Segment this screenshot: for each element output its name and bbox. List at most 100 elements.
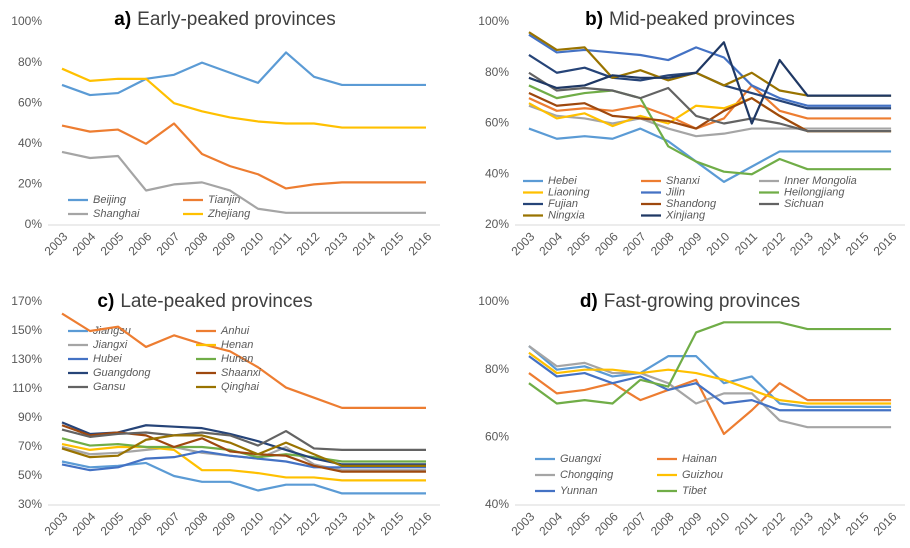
x-tick-label: 2007: [620, 229, 649, 258]
x-tick-label: 2009: [210, 509, 239, 538]
legend-label: Anhui: [220, 325, 250, 337]
panel: b) Mid-peaked provinces 20% 40% 60% 80% 100% 20…: [478, 9, 905, 258]
x-tick-label: 2010: [238, 509, 267, 538]
legend-label: Zhejiang: [207, 208, 251, 220]
legend-label: Yunnan: [560, 485, 598, 497]
y-tick-label: 80%: [485, 65, 509, 79]
series-line: [61, 421, 426, 466]
series-line: [528, 355, 892, 412]
x-tick-label: 2014: [815, 229, 844, 258]
x-tick-label: 2004: [70, 509, 99, 538]
x-tick-label: 2006: [592, 229, 621, 258]
legend-label: Guangxi: [560, 453, 602, 465]
x-tick-label: 2008: [648, 229, 677, 258]
y-tick-label: 60%: [485, 430, 509, 444]
y-tick-label: 20%: [485, 217, 509, 231]
legend-label: Hunan: [221, 353, 253, 365]
panel: d) Fast-growing provinces 40% 60% 80% 100% 200…: [478, 291, 905, 538]
x-tick-label: 2006: [126, 229, 155, 258]
x-tick-label: 2014: [350, 229, 379, 258]
series-line: [61, 312, 426, 409]
x-tick-label: 2012: [759, 229, 788, 258]
series-line: [528, 104, 892, 138]
series-line: [528, 321, 892, 405]
panel-title: b) Mid-peaked provinces: [585, 9, 795, 30]
series-line: [61, 450, 426, 472]
x-tick-label: 2005: [98, 509, 127, 538]
x-tick-label: 2010: [704, 229, 733, 258]
x-tick-label: 2003: [509, 509, 538, 538]
series-line: [61, 443, 426, 482]
panel-title: a) Early-peaked provinces: [114, 9, 335, 30]
x-tick-label: 2015: [378, 509, 407, 538]
y-tick-label: 100%: [478, 14, 509, 28]
x-tick-label: 2013: [322, 509, 351, 538]
panel-label: a): [114, 9, 131, 30]
legend-label: Guizhou: [682, 469, 723, 481]
x-tick-label: 2004: [70, 229, 99, 258]
x-tick-label: 2003: [42, 229, 71, 258]
y-tick-label: 60%: [18, 95, 42, 109]
x-tick-label: 2016: [406, 229, 435, 258]
y-tick-label: 150%: [11, 323, 42, 337]
y-tick-label: 40%: [485, 497, 509, 511]
series-line: [528, 127, 892, 183]
x-tick-label: 2011: [266, 509, 294, 537]
legend-label: Jiangxi: [92, 339, 128, 351]
x-tick-label: 2009: [676, 509, 705, 538]
legend-label: Beijing: [93, 194, 127, 206]
panel-title: c) Late-peaked provinces: [97, 291, 312, 312]
y-tick-label: 50%: [18, 468, 42, 482]
legend-label: Shanxi: [666, 175, 700, 187]
y-tick-label: 130%: [11, 352, 42, 366]
series-line: [61, 428, 426, 451]
y-tick-label: 70%: [18, 439, 42, 453]
x-tick-label: 2005: [564, 229, 593, 258]
legend-label: Henan: [221, 339, 253, 351]
x-tick-label: 2003: [42, 509, 71, 538]
series-line: [61, 434, 426, 467]
x-tick-label: 2008: [182, 509, 211, 538]
x-tick-label: 2007: [620, 509, 649, 538]
panel-label: b): [585, 9, 603, 30]
title-text: Late-peaked provinces: [120, 291, 312, 312]
series-line: [61, 51, 426, 97]
x-tick-label: 2009: [210, 229, 239, 258]
series-line: [61, 150, 426, 214]
panel: a) Early-peaked provinces 0% 20% 40% 60% 80% 10…: [11, 9, 440, 258]
y-tick-label: 170%: [11, 294, 42, 308]
x-tick-label: 2007: [154, 229, 183, 258]
panel-title: d) Fast-growing provinces: [580, 291, 800, 312]
legend-label: Gansu: [93, 381, 125, 393]
series-line: [528, 33, 892, 107]
x-tick-label: 2013: [787, 509, 816, 538]
x-tick-label: 2008: [648, 509, 677, 538]
x-tick-label: 2014: [815, 509, 844, 538]
x-tick-label: 2008: [182, 229, 211, 258]
y-tick-label: 0%: [25, 217, 43, 231]
x-tick-label: 2009: [676, 229, 705, 258]
series-line: [528, 54, 892, 110]
legend-label: Shanghai: [93, 208, 140, 220]
panel-label: d): [580, 291, 598, 312]
x-tick-label: 2010: [704, 509, 733, 538]
y-tick-label: 40%: [18, 136, 42, 150]
x-tick-label: 2006: [592, 509, 621, 538]
x-tick-label: 2016: [871, 229, 900, 258]
legend-label: Sichuan: [784, 198, 824, 210]
series-line: [528, 351, 892, 405]
series-line: [528, 92, 892, 133]
legend-label: Xinjiang: [665, 209, 706, 221]
x-tick-label: 2015: [843, 509, 872, 538]
title-text: Mid-peaked provinces: [609, 9, 795, 30]
legend-label: Hubei: [93, 353, 122, 365]
y-tick-label: 90%: [18, 410, 42, 424]
y-tick-label: 40%: [485, 166, 509, 180]
legend-label: Hebei: [548, 175, 577, 187]
x-tick-label: 2011: [732, 229, 760, 257]
legend-label: Hainan: [682, 453, 717, 465]
legend-label: Guangdong: [93, 367, 151, 379]
x-tick-label: 2007: [154, 509, 183, 538]
y-tick-label: 100%: [478, 294, 509, 308]
y-tick-label: 80%: [18, 55, 42, 69]
